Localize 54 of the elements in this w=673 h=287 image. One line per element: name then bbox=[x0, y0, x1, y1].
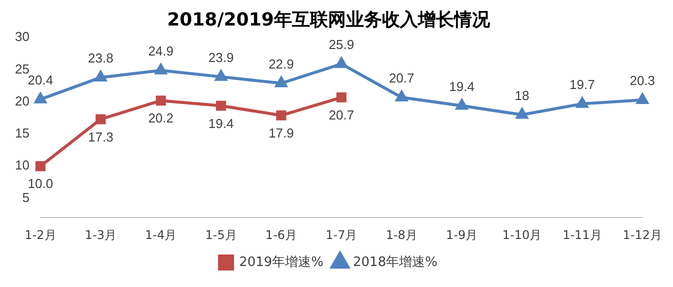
x-tick-label: 1-3月 bbox=[84, 228, 116, 242]
data-label: 19.4 bbox=[208, 116, 234, 131]
x-tick-label: 1-4月 bbox=[145, 228, 177, 242]
x-tick-label: 1-7月 bbox=[326, 228, 358, 242]
data-label: 24.9 bbox=[148, 43, 174, 58]
point bbox=[576, 97, 588, 108]
y-tick-label: 10 bbox=[14, 158, 30, 173]
point bbox=[516, 108, 528, 119]
point bbox=[636, 93, 648, 104]
data-label: 17.9 bbox=[268, 125, 294, 140]
data-label: 20.7 bbox=[388, 70, 414, 86]
data-label: 22.9 bbox=[268, 56, 294, 72]
point bbox=[216, 100, 226, 111]
data-label: 10.0 bbox=[28, 176, 54, 192]
y-tick-label: 25 bbox=[14, 61, 30, 76]
y-tick-label: 15 bbox=[14, 126, 30, 141]
legend-label: 2018年增速% bbox=[353, 254, 438, 270]
data-label: 25.9 bbox=[328, 37, 354, 52]
point bbox=[396, 90, 408, 102]
data-label: 19.7 bbox=[570, 76, 595, 92]
x-tick-label: 1-2月 bbox=[24, 228, 56, 242]
chart-title: 2018/2019年互联网业务收入增长情况 bbox=[167, 9, 491, 30]
point bbox=[96, 114, 106, 124]
legend-label: 2019年增速% bbox=[239, 254, 324, 270]
x-tick-label: 1-9月 bbox=[446, 228, 478, 242]
point bbox=[275, 76, 288, 88]
data-label: 17.3 bbox=[88, 129, 114, 144]
x-tick-label: 1-8月 bbox=[386, 228, 418, 242]
x-tick-label: 1-6月 bbox=[265, 228, 298, 242]
point bbox=[276, 110, 286, 120]
data-label: 19.4 bbox=[449, 78, 474, 94]
x-tick-label: 1-11月 bbox=[562, 228, 602, 242]
data-label: 20.3 bbox=[630, 73, 656, 88]
point bbox=[94, 70, 106, 82]
x-tick-label: 1-12月 bbox=[622, 228, 662, 242]
point bbox=[336, 57, 348, 68]
data-label: 23.8 bbox=[88, 50, 114, 66]
point bbox=[156, 96, 166, 106]
data-label: 23.9 bbox=[208, 50, 234, 65]
y-tick-label: 30 bbox=[14, 29, 30, 44]
point bbox=[35, 161, 46, 172]
y-tick-label: 20 bbox=[14, 93, 30, 108]
x-tick-label: 1-5月 bbox=[205, 228, 237, 242]
point bbox=[456, 99, 468, 110]
data-label: 18 bbox=[514, 88, 530, 103]
data-label: 20.2 bbox=[148, 110, 174, 126]
point bbox=[155, 64, 167, 74]
y-tick-label: 5 bbox=[22, 190, 30, 205]
x-tick-label: 1-10月 bbox=[502, 228, 542, 242]
point bbox=[215, 70, 227, 81]
point bbox=[34, 92, 46, 104]
data-label: 20.7 bbox=[328, 107, 354, 122]
point bbox=[336, 92, 346, 102]
data-label: 20.4 bbox=[28, 72, 54, 88]
